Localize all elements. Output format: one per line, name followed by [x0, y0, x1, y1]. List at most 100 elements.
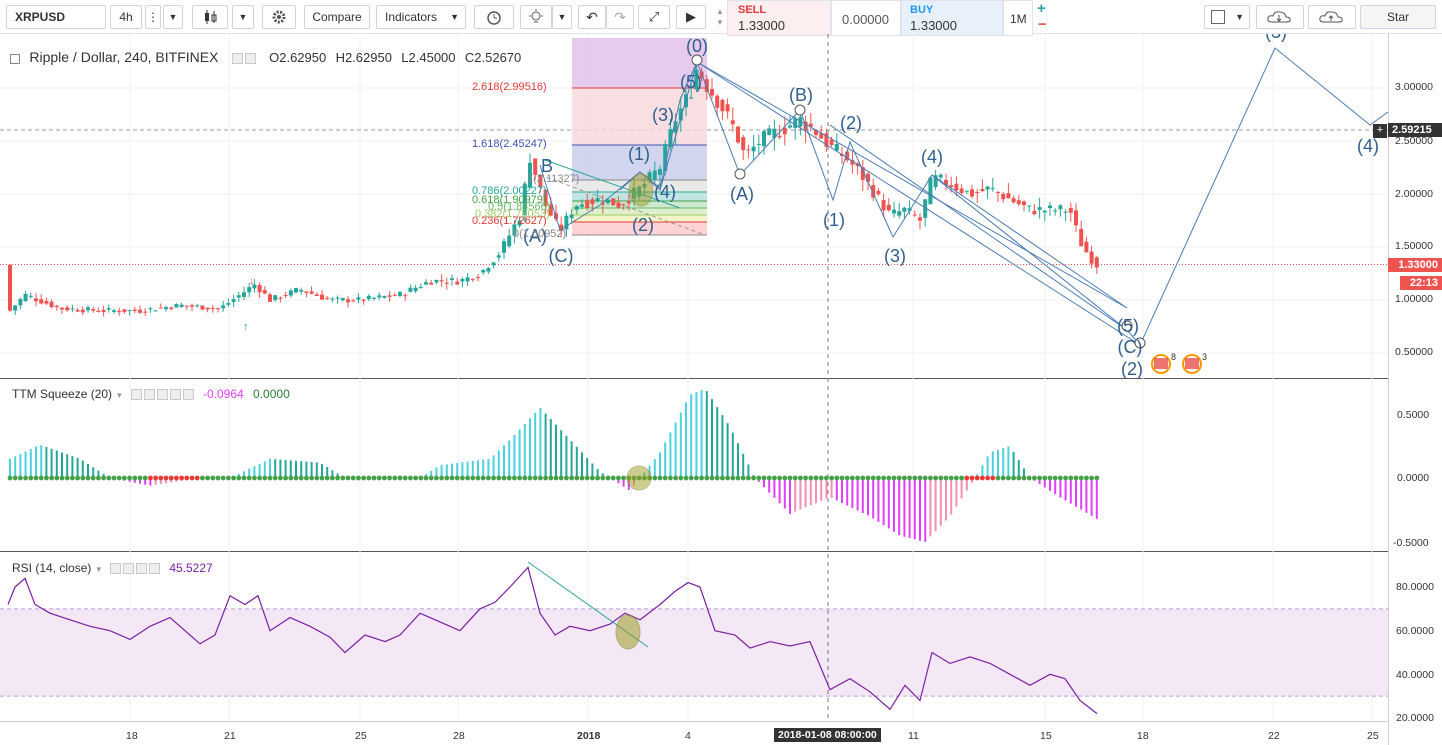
- settings-gear-button[interactable]: [262, 5, 296, 29]
- ttm-squeeze-dot: [132, 475, 138, 481]
- candle-body: [325, 297, 330, 299]
- redo-button[interactable]: ↷: [606, 5, 634, 29]
- candle-body: [429, 282, 434, 285]
- ttm-squeeze-dot: [673, 475, 678, 481]
- source-code-icon[interactable]: [156, 389, 168, 401]
- ttm-squeeze-dot: [959, 475, 964, 481]
- ttm-squeeze-dot: [777, 475, 782, 481]
- plus-icon[interactable]: +: [1037, 0, 1046, 17]
- ttm-squeeze-dot: [158, 475, 164, 481]
- candle-body: [845, 151, 850, 161]
- remove-icon[interactable]: [182, 389, 194, 401]
- load-chart-button[interactable]: [1256, 5, 1304, 29]
- add-icon[interactable]: [135, 563, 147, 575]
- ttm-squeeze-dot: [12, 475, 18, 481]
- interval-select[interactable]: 4h: [110, 5, 142, 29]
- time-axis-label: 2018: [577, 730, 601, 742]
- dashed-level-plus-icon[interactable]: +: [1373, 124, 1387, 138]
- ttm-squeeze-dot: [553, 475, 559, 481]
- minus-icon[interactable]: −: [1038, 16, 1047, 33]
- ttm-squeeze-dot: [922, 475, 928, 481]
- last-price-tag: 1.33000: [1388, 258, 1442, 272]
- play-icon: ▶: [686, 9, 696, 24]
- spread-panel: 0.00000: [831, 0, 901, 36]
- sell-panel[interactable]: SELL 1.33000: [727, 0, 831, 36]
- buy-arrow-icon: ↑: [243, 321, 249, 333]
- visibility-eye-icon[interactable]: [130, 389, 142, 401]
- candle-body: [741, 137, 746, 151]
- settings-small-icon[interactable]: [143, 389, 155, 401]
- chevron-down-icon[interactable]: ▼: [163, 5, 183, 29]
- candle-body: [673, 121, 678, 133]
- candle-body: [80, 309, 85, 313]
- rsi-band: [0, 608, 1388, 697]
- candle-body: [985, 186, 990, 190]
- candle-body: [96, 310, 101, 312]
- ttm-squeeze-dot: [564, 475, 569, 481]
- settings-small-icon[interactable]: [244, 53, 256, 65]
- candle-body: [481, 269, 486, 273]
- chart-area[interactable]: ↓↑ (0)(1)(2)(3)(4)(5)(A)(B)(1)(2)(3)(4)(…: [0, 34, 1442, 745]
- price-axis-label: 2.50000: [1395, 135, 1433, 147]
- candle-body: [148, 308, 153, 310]
- layout-button[interactable]: ▼: [1204, 5, 1250, 29]
- candle-body: [330, 298, 335, 300]
- candle-body: [184, 305, 189, 307]
- chevron-down-icon[interactable]: ▼: [94, 565, 103, 574]
- low-value: L2.45000: [401, 50, 456, 65]
- wave-label: (4): [921, 147, 943, 167]
- ttm-squeeze-dot: [787, 475, 793, 481]
- cloud-upload-icon: [1319, 11, 1343, 23]
- visibility-eye-icon[interactable]: [231, 53, 243, 65]
- ttm-squeeze-dot: [766, 475, 772, 481]
- interval-menu-icon[interactable]: ⋮: [145, 5, 161, 29]
- candle-body: [340, 298, 345, 301]
- candles-style-button[interactable]: [192, 5, 228, 29]
- ttm-squeeze-dot: [792, 475, 798, 481]
- chevron-down-icon[interactable]: ▼: [115, 391, 124, 400]
- candle-body: [403, 295, 408, 297]
- alert-button[interactable]: [474, 5, 514, 29]
- compare-button[interactable]: Compare: [304, 5, 370, 29]
- ttm-squeeze-dot: [475, 475, 481, 481]
- ttm-squeeze-dot: [782, 475, 788, 481]
- visibility-eye-icon[interactable]: [109, 563, 121, 575]
- candle-body: [767, 128, 772, 135]
- ideas-button[interactable]: [520, 5, 552, 29]
- star-button[interactable]: Star: [1360, 5, 1436, 29]
- ttm-squeeze-dot: [413, 475, 418, 481]
- replay-button[interactable]: ▶: [676, 5, 706, 29]
- event-count: 3: [1202, 352, 1207, 362]
- candle-body: [1006, 193, 1011, 199]
- trade-interval[interactable]: 1M: [1003, 0, 1033, 36]
- candle-body: [1063, 211, 1068, 213]
- candle-body: [652, 170, 657, 180]
- save-chart-button[interactable]: [1308, 5, 1356, 29]
- ttm-squeeze-dot: [122, 475, 127, 481]
- ttm-squeeze-dot: [168, 475, 174, 481]
- collapse-toggle-icon[interactable]: [10, 53, 20, 64]
- settings-small-icon[interactable]: [122, 563, 134, 575]
- collapse-arrows-icon[interactable]: ▲ ▼: [716, 7, 724, 27]
- ttm-squeeze-dot: [969, 475, 975, 481]
- ttm-squeeze-dot: [902, 475, 907, 481]
- add-icon[interactable]: [169, 389, 181, 401]
- remove-icon[interactable]: [148, 563, 160, 575]
- symbol-search[interactable]: XRPUSD: [6, 5, 106, 29]
- candle-body: [1011, 198, 1016, 203]
- candle-body: [294, 288, 298, 293]
- candle-body: [923, 199, 928, 218]
- ttm-squeeze-dot: [1042, 475, 1048, 481]
- ttm-squeeze-dot: [829, 475, 834, 481]
- buy-panel[interactable]: BUY 1.33000: [901, 0, 1003, 36]
- chevron-down-icon[interactable]: ▼: [552, 5, 572, 29]
- undo-button[interactable]: ↶: [578, 5, 606, 29]
- indicators-button[interactable]: Indicators ▼: [376, 5, 466, 29]
- ttm-squeeze-dot: [236, 475, 242, 481]
- wave-label: (B): [789, 85, 813, 105]
- open-value: O2.62950: [269, 50, 327, 65]
- ttm-squeeze-dot: [148, 475, 153, 481]
- fullscreen-button[interactable]: ⤢: [638, 5, 670, 29]
- candle-body: [1022, 201, 1026, 206]
- chevron-down-icon[interactable]: ▼: [232, 5, 254, 29]
